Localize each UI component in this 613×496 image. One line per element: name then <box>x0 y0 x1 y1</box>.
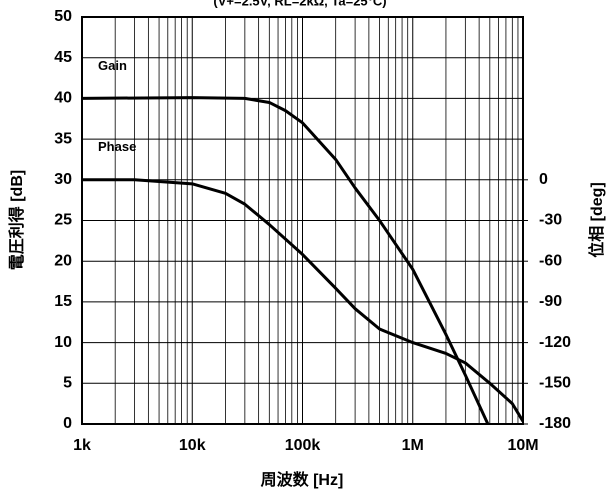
y-tick-label: 10 <box>54 334 72 351</box>
y-tick-label: 35 <box>54 130 72 147</box>
y2-tick-label: -120 <box>539 334 571 351</box>
x-tick-label: 1k <box>73 437 91 454</box>
y-tick-label: 25 <box>54 212 72 229</box>
y-tick-label: 50 <box>54 8 72 25</box>
y-tick-label: 45 <box>54 49 72 66</box>
line <box>82 178 523 423</box>
y-tick-label: 40 <box>54 90 72 107</box>
y-tick-label: 20 <box>54 252 72 269</box>
y-axis-label: 電圧利得 [dB] <box>7 170 26 270</box>
y2-tick-label: -60 <box>539 252 562 269</box>
plot-frame <box>81 16 524 425</box>
x-tick-label: 10k <box>179 437 206 454</box>
annotation: Gain <box>98 58 127 73</box>
line <box>82 96 490 424</box>
y-tick-label: 0 <box>63 415 72 432</box>
x-tick-label: 1M <box>402 437 424 454</box>
y-tick-label: 30 <box>54 171 72 188</box>
y2-tick-label: -90 <box>539 293 562 310</box>
y2-tick-label: 0 <box>539 171 548 188</box>
y2-axis-label: 位相 [deg] <box>587 182 606 258</box>
y2-tick-label: -180 <box>539 415 571 432</box>
x-axis-label: 周波数 [Hz] <box>261 470 344 489</box>
chart-subtitle: (V+=2.5V, RL=2kΩ, Ta=25°C) <box>213 0 386 8</box>
y2-tick-label: -150 <box>539 375 571 392</box>
y-tick-label: 5 <box>63 375 72 392</box>
y-tick-label: 15 <box>54 293 72 310</box>
annotation: Phase <box>98 139 136 154</box>
x-tick-label: 100k <box>285 437 321 454</box>
y2-tick-label: -30 <box>539 212 562 229</box>
x-tick-label: 10M <box>507 437 538 454</box>
